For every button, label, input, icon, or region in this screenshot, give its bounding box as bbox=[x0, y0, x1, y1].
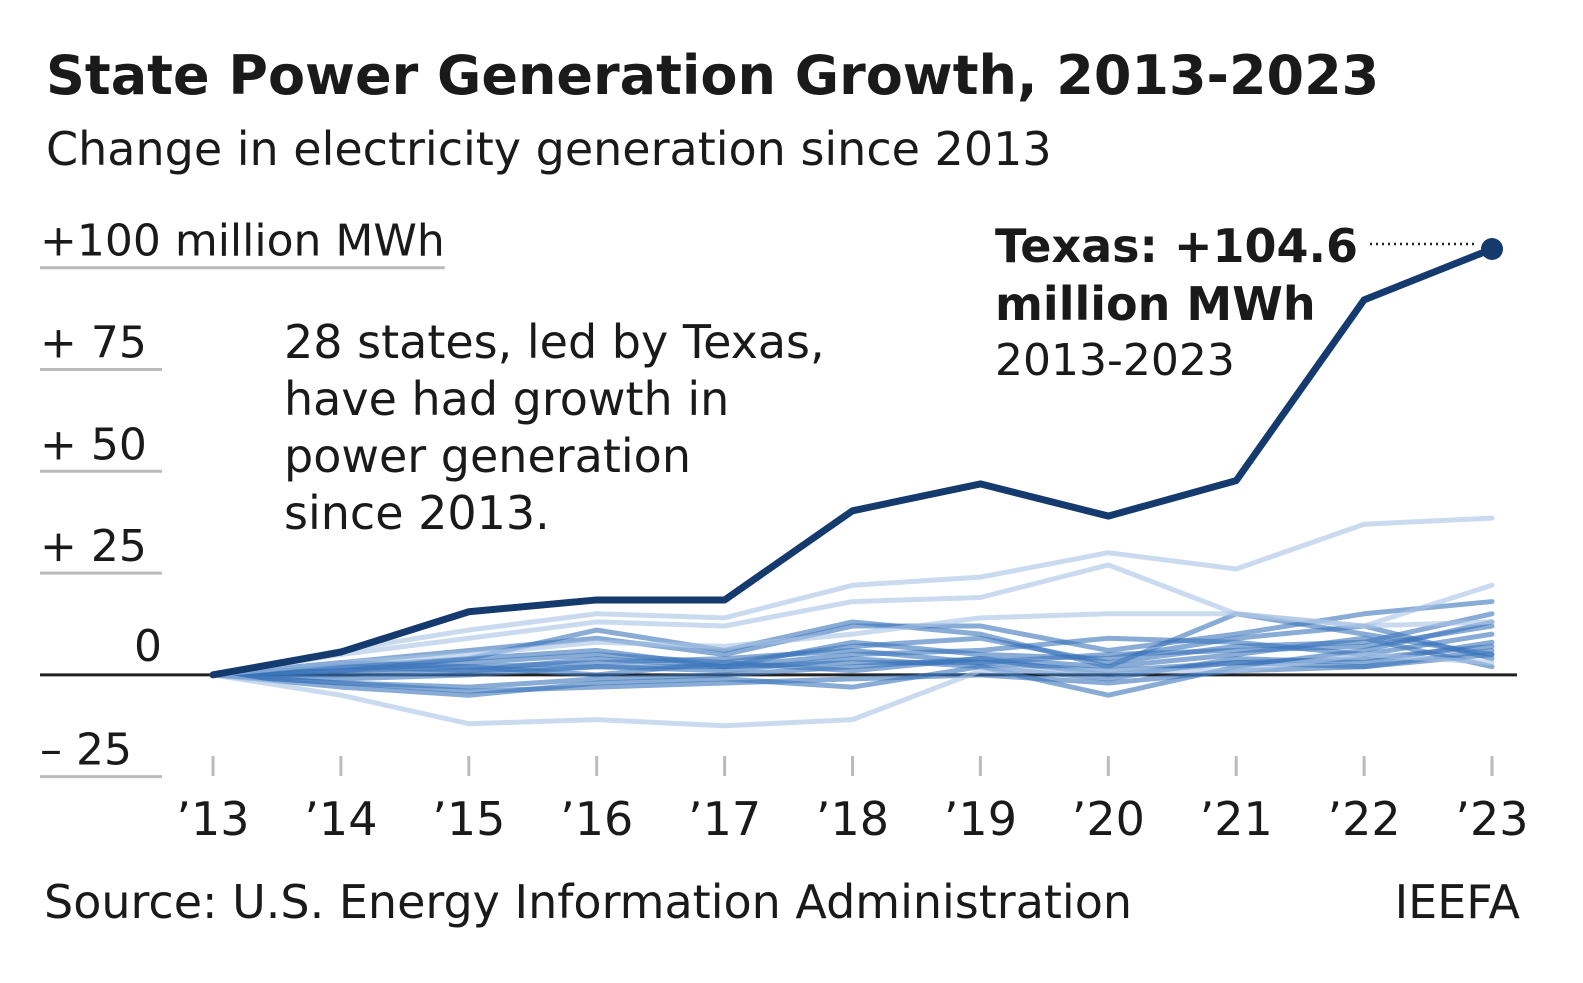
series-line bbox=[210, 515, 1495, 678]
x-tick-label: ’14 bbox=[304, 792, 377, 846]
y-tick-label: + 50 bbox=[40, 419, 147, 470]
annotation: 2013-2023 bbox=[995, 335, 1235, 386]
x-tick-label: ’15 bbox=[432, 792, 505, 846]
y-tick-label: +100 million MWh bbox=[40, 216, 445, 267]
y-tick-label: – 25 bbox=[40, 725, 132, 776]
series-line bbox=[210, 611, 1495, 678]
end-dot bbox=[1481, 237, 1503, 260]
x-tick-label: ’18 bbox=[816, 792, 889, 846]
source: Source: U.S. Energy Information Administ… bbox=[44, 875, 1132, 929]
y-tick-label: + 25 bbox=[40, 521, 147, 572]
series-line bbox=[210, 619, 1495, 698]
x-tick-label: ’17 bbox=[688, 792, 761, 846]
x-tick-label: ’13 bbox=[176, 792, 249, 846]
y-tick-label: + 75 bbox=[40, 318, 147, 369]
series-line bbox=[210, 652, 1495, 694]
x-tick-label: ’23 bbox=[1455, 792, 1528, 846]
series-line bbox=[209, 245, 1496, 679]
x-tick-label: ’16 bbox=[560, 792, 633, 846]
note-line: have had growth in bbox=[284, 372, 729, 426]
annotation: million MWh bbox=[995, 277, 1316, 331]
note-line: 28 states, led by Texas, bbox=[284, 315, 825, 369]
y-tick-label: 0 bbox=[134, 621, 162, 672]
series-line bbox=[210, 599, 1495, 678]
note-line: since 2013. bbox=[284, 486, 550, 540]
chart-title: State Power Generation Growth, 2013-2023 bbox=[46, 44, 1379, 107]
annotation: Texas: +104.6 bbox=[995, 219, 1358, 273]
x-tick-label: ’19 bbox=[944, 792, 1017, 846]
series-line bbox=[210, 652, 1495, 729]
x-tick-label: ’21 bbox=[1200, 792, 1273, 846]
series-line bbox=[210, 611, 1495, 678]
series-line bbox=[210, 562, 1495, 678]
note-line: power generation bbox=[284, 429, 691, 483]
credit: IEEFA bbox=[1395, 875, 1521, 929]
x-tick-label: ’22 bbox=[1328, 792, 1401, 846]
x-tick-label: ’20 bbox=[1072, 792, 1145, 846]
chart-subtitle: Change in electricity generation since 2… bbox=[46, 122, 1052, 176]
